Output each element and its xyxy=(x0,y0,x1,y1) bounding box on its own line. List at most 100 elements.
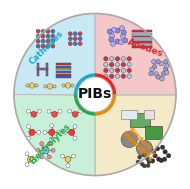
Circle shape xyxy=(142,153,146,157)
Bar xyxy=(46,63,48,76)
Circle shape xyxy=(154,72,158,76)
Bar xyxy=(132,41,152,43)
Circle shape xyxy=(127,62,131,67)
Circle shape xyxy=(46,44,50,48)
Circle shape xyxy=(36,44,40,48)
Circle shape xyxy=(115,39,120,44)
Circle shape xyxy=(120,26,124,31)
Circle shape xyxy=(119,40,124,45)
Circle shape xyxy=(147,160,151,164)
Circle shape xyxy=(156,75,160,79)
Circle shape xyxy=(166,153,171,158)
Circle shape xyxy=(73,37,77,41)
Wedge shape xyxy=(95,94,116,116)
Circle shape xyxy=(73,32,77,36)
Circle shape xyxy=(115,74,120,78)
Circle shape xyxy=(65,83,71,88)
Circle shape xyxy=(146,157,150,161)
Circle shape xyxy=(73,42,77,46)
Wedge shape xyxy=(74,73,95,94)
Circle shape xyxy=(66,164,70,168)
Circle shape xyxy=(68,129,75,136)
Circle shape xyxy=(121,62,126,67)
Wedge shape xyxy=(95,13,176,94)
Circle shape xyxy=(47,155,51,159)
Text: Cathodes: Cathodes xyxy=(28,29,65,67)
Bar xyxy=(144,110,154,119)
Circle shape xyxy=(36,34,40,38)
Text: Electrolytes: Electrolytes xyxy=(28,122,72,166)
Circle shape xyxy=(41,29,45,33)
Circle shape xyxy=(159,61,163,66)
Circle shape xyxy=(152,64,157,69)
Bar xyxy=(56,68,71,70)
Circle shape xyxy=(155,146,160,151)
Bar xyxy=(56,76,71,78)
Circle shape xyxy=(36,39,40,43)
Circle shape xyxy=(62,84,65,87)
Bar xyxy=(132,38,152,40)
Circle shape xyxy=(111,27,116,32)
Wedge shape xyxy=(95,73,116,94)
Bar xyxy=(132,30,152,32)
Circle shape xyxy=(47,142,51,146)
Circle shape xyxy=(109,74,114,78)
Bar xyxy=(132,43,152,45)
Circle shape xyxy=(123,38,128,43)
Circle shape xyxy=(78,37,82,41)
Circle shape xyxy=(142,164,146,168)
Bar xyxy=(56,66,71,67)
Circle shape xyxy=(71,154,75,158)
Circle shape xyxy=(51,34,55,38)
Circle shape xyxy=(160,145,165,149)
Circle shape xyxy=(26,109,30,113)
Text: PIBs: PIBs xyxy=(78,88,112,101)
Circle shape xyxy=(153,153,157,158)
Circle shape xyxy=(47,109,51,113)
Circle shape xyxy=(115,62,120,67)
Circle shape xyxy=(35,157,39,161)
Circle shape xyxy=(165,70,169,75)
Bar xyxy=(132,46,152,48)
Circle shape xyxy=(71,84,74,87)
Circle shape xyxy=(149,71,153,76)
Circle shape xyxy=(164,59,168,64)
Circle shape xyxy=(156,60,160,64)
Circle shape xyxy=(51,44,55,48)
Circle shape xyxy=(121,30,126,35)
Circle shape xyxy=(68,32,72,36)
Text: Anodes: Anodes xyxy=(126,37,165,58)
Circle shape xyxy=(68,42,72,46)
Circle shape xyxy=(41,34,45,38)
Bar xyxy=(132,36,152,37)
Bar xyxy=(56,71,71,73)
Circle shape xyxy=(121,131,137,148)
Circle shape xyxy=(115,68,120,73)
Circle shape xyxy=(50,137,54,141)
Circle shape xyxy=(58,109,62,113)
Circle shape xyxy=(68,37,72,41)
Circle shape xyxy=(26,84,29,87)
Circle shape xyxy=(46,39,50,43)
Bar xyxy=(37,63,39,76)
Circle shape xyxy=(152,149,156,154)
Bar xyxy=(56,63,71,65)
Circle shape xyxy=(110,33,115,39)
Circle shape xyxy=(79,109,83,113)
Circle shape xyxy=(41,39,45,43)
Circle shape xyxy=(65,156,71,162)
Circle shape xyxy=(35,84,38,87)
Circle shape xyxy=(57,130,61,134)
Circle shape xyxy=(31,112,37,117)
Circle shape xyxy=(78,32,82,36)
Circle shape xyxy=(51,29,55,33)
Circle shape xyxy=(51,39,55,43)
Circle shape xyxy=(72,112,78,117)
Circle shape xyxy=(138,155,142,159)
Circle shape xyxy=(120,33,125,39)
Circle shape xyxy=(109,57,114,61)
Circle shape xyxy=(63,130,67,134)
Circle shape xyxy=(109,37,114,42)
Circle shape xyxy=(162,157,167,161)
Circle shape xyxy=(140,162,144,166)
